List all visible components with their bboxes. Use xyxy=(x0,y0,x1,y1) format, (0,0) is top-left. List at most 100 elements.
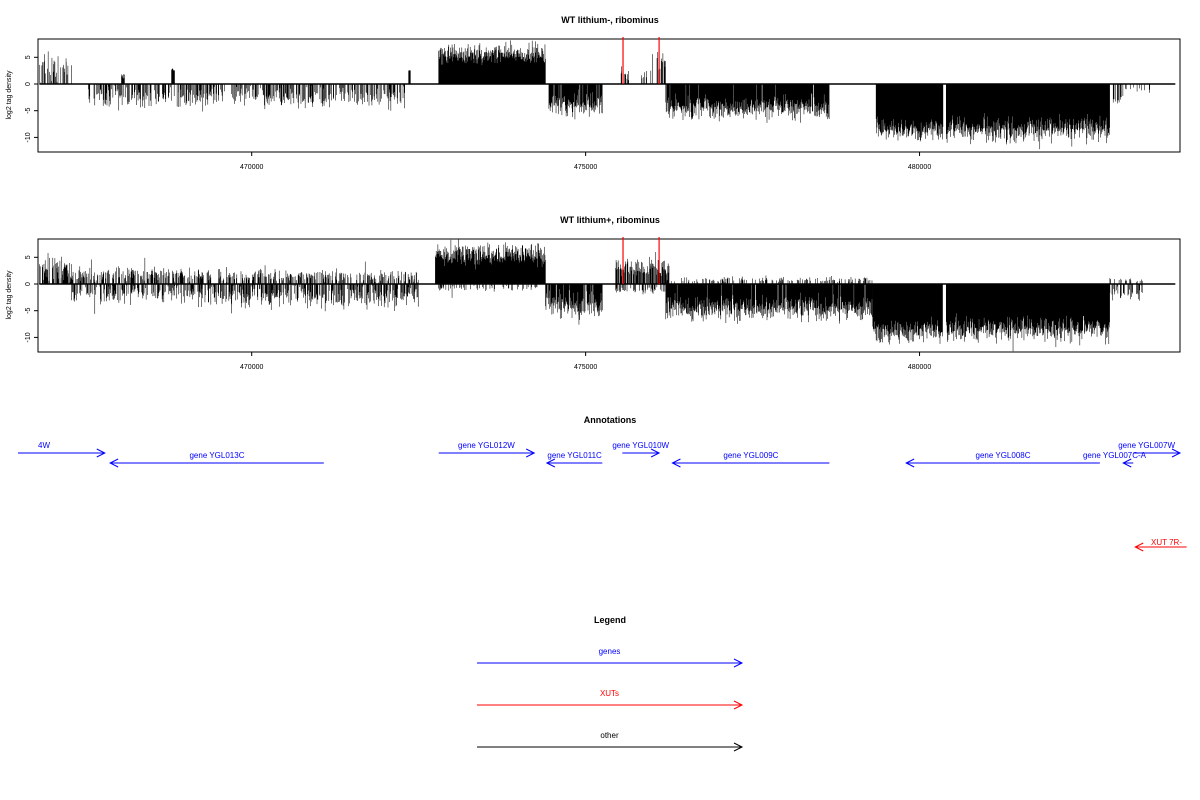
y-tick-label: 5 xyxy=(25,55,32,59)
density-segment-7 xyxy=(548,84,603,120)
legend-item-other: other xyxy=(477,731,744,752)
x-tick-label: 480000 xyxy=(908,164,931,171)
track-panel-lithium-minus: WT lithium-, ribominus log2 tag density … xyxy=(6,15,1181,171)
annotation-feature-0: 4W xyxy=(17,441,106,458)
density-segment-10 xyxy=(665,284,873,324)
track-panel-lithium-plus: WT lithium+, ribominus log2 tag density … xyxy=(6,215,1181,371)
feature-label: XUT 7R- xyxy=(1151,538,1182,547)
x-tick-label: 470000 xyxy=(240,364,263,371)
feature-label: gene YGL007W xyxy=(1118,441,1175,450)
annotation-feature-6: gene YGL008C xyxy=(905,451,1100,468)
annotation-feature-3: gene YGL011C xyxy=(545,451,603,468)
density-segment-3 xyxy=(171,68,175,84)
annotation-feature-2: gene YGL012W xyxy=(438,441,536,458)
axis-ticks: 5 0 -5 -10 470000 475000 480000 xyxy=(25,255,931,371)
annotation-feature-1: gene YGL013C xyxy=(109,451,324,468)
density-segment-6 xyxy=(438,40,546,84)
legend-arrowhead xyxy=(733,700,744,710)
legend-item-xut: XUTs xyxy=(477,689,744,710)
density-segment-4 xyxy=(218,284,419,314)
density-segment-4 xyxy=(231,84,405,111)
density-segment-11 xyxy=(666,275,873,284)
feature-arrowhead xyxy=(650,448,661,458)
density-segment-9 xyxy=(615,284,666,295)
feature-arrowhead xyxy=(545,458,556,468)
y-tick-label: 0 xyxy=(25,282,32,286)
panel-title: WT lithium-, ribominus xyxy=(561,15,659,25)
feature-label: gene YGL008C xyxy=(976,451,1031,460)
y-tick-label: 5 xyxy=(25,255,32,259)
annotation-feature-9: XUT 7R- xyxy=(1134,538,1187,552)
density-segment-1 xyxy=(71,257,212,284)
feature-arrowhead xyxy=(905,458,915,468)
feature-arrowhead xyxy=(1134,542,1144,552)
annotation-feature-7: gene YGL007C-A xyxy=(1083,451,1147,468)
feature-arrowhead xyxy=(96,448,106,458)
feature-label: gene YGL013C xyxy=(189,451,244,460)
panel-title: WT lithium+, ribominus xyxy=(560,215,660,225)
density-bars xyxy=(39,40,1176,150)
feature-label: gene YGL011C xyxy=(547,451,602,460)
density-segment-5 xyxy=(408,69,411,84)
feature-label: gene YGL012W xyxy=(458,441,515,450)
y-axis-label: log2 tag density xyxy=(6,70,13,120)
density-segment-2 xyxy=(121,74,125,84)
density-segment-3 xyxy=(218,261,419,284)
y-tick-label: -10 xyxy=(25,332,32,342)
feature-label: 4W xyxy=(38,441,50,450)
legend-item-gene: genes xyxy=(477,647,744,668)
feature-arrowhead xyxy=(1171,448,1182,458)
feature-arrowhead xyxy=(1122,458,1132,468)
feature-arrowhead xyxy=(109,458,119,468)
annotation-feature-8: gene YGL007W xyxy=(1118,441,1182,458)
axis-ticks: 5 0 -5 -10 470000 475000 480000 xyxy=(25,55,931,171)
y-tick-label: -5 xyxy=(25,307,32,313)
density-segment-7 xyxy=(545,284,603,325)
density-segment-12 xyxy=(872,284,943,345)
feature-arrowhead xyxy=(525,448,536,458)
x-tick-label: 475000 xyxy=(574,364,597,371)
density-segment-14 xyxy=(1112,84,1124,104)
density-segment-9 xyxy=(641,54,653,84)
site-markers xyxy=(622,37,660,84)
legend-title: Legend xyxy=(594,615,626,625)
annotation-feature-4: gene YGL010W xyxy=(612,441,670,458)
x-tick-label: 470000 xyxy=(240,164,263,171)
feature-label: gene YGL010W xyxy=(612,441,669,450)
density-segment-12 xyxy=(875,84,944,142)
density-segment-14 xyxy=(1109,284,1143,301)
site-markers xyxy=(622,237,660,284)
density-segment-1 xyxy=(88,84,225,112)
plot-frame xyxy=(37,38,1181,153)
legend-label: XUTs xyxy=(600,689,619,698)
y-tick-label: -10 xyxy=(25,132,32,142)
feature-label: gene YGL009C xyxy=(723,451,778,460)
density-segment-13 xyxy=(945,84,1110,150)
legend-label: other xyxy=(600,731,619,740)
legend-arrowhead xyxy=(733,742,744,752)
y-tick-label: -5 xyxy=(25,107,32,113)
density-segment-0 xyxy=(39,253,72,284)
legend-items: genes XUTs other xyxy=(477,647,744,752)
plot-frame xyxy=(37,238,1181,353)
annotations-track: Annotations 4W gene YGL013C gene YGL012W ge… xyxy=(17,415,1187,552)
annotation-feature-5: gene YGL009C xyxy=(671,451,830,468)
density-segment-11 xyxy=(665,84,830,123)
density-segment-6 xyxy=(438,284,538,298)
x-tick-label: 480000 xyxy=(908,364,931,371)
density-segment-2 xyxy=(71,284,219,314)
density-segment-5 xyxy=(435,239,546,284)
annotations-title: Annotations xyxy=(584,415,637,425)
feature-arrowhead xyxy=(671,458,681,468)
y-tick-label: 0 xyxy=(25,82,32,86)
density-segment-13 xyxy=(945,284,1110,352)
density-bars xyxy=(39,239,1176,352)
density-segment-15 xyxy=(1109,278,1143,284)
legend-arrowhead xyxy=(733,658,744,668)
x-tick-label: 475000 xyxy=(574,164,597,171)
density-segment-0 xyxy=(39,51,72,84)
legend-label: genes xyxy=(599,647,621,656)
y-axis-label: log2 tag density xyxy=(6,270,13,320)
annotation-features: 4W gene YGL013C gene YGL012W gene YGL011C ge… xyxy=(17,441,1187,552)
